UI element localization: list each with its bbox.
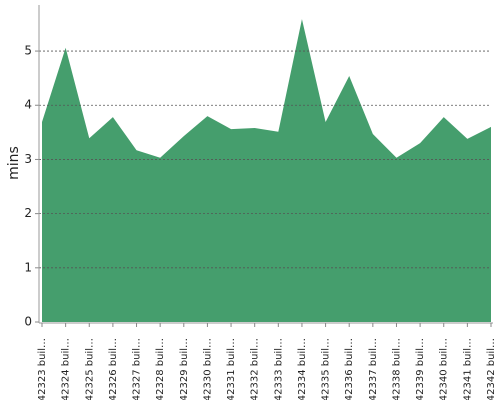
y-tick-label: 3 <box>24 152 32 166</box>
x-tick-label: #42330 buil… <box>202 338 213 400</box>
x-tick-label: #42337 buil… <box>368 338 379 400</box>
y-tick-label: 0 <box>24 315 32 329</box>
y-tick-label: 5 <box>24 44 32 58</box>
x-tick-label: #42339 buil… <box>415 338 426 400</box>
x-tick-label: #42327 buil… <box>132 338 143 400</box>
area <box>42 19 491 322</box>
x-tick-label: #42331 buil… <box>226 338 237 400</box>
x-tick-label: #42336 buil… <box>344 338 355 400</box>
x-tick-label: #42326 buil… <box>108 338 119 400</box>
x-tick-label: #42324 buil… <box>61 338 72 400</box>
x-tick-label: #42328 buil… <box>155 338 166 400</box>
x-tick-label: #42341 buil… <box>462 338 473 400</box>
x-tick-label: #42334 buil… <box>297 338 308 400</box>
x-tick-label: #42323 buil… <box>37 338 48 400</box>
x-tick-label: #42342 buil… <box>486 338 497 400</box>
y-tick-label: 2 <box>24 206 32 220</box>
x-tick-label: #42332 buil… <box>250 338 261 400</box>
x-tick-label: #42338 buil… <box>391 338 402 400</box>
y-tick-label: 4 <box>24 98 32 112</box>
x-tick-label: #42335 buil… <box>321 338 332 400</box>
x-tick-label: #42325 buil… <box>84 338 95 400</box>
y-axis-label: mins <box>6 146 22 180</box>
y-tick-label: 1 <box>24 260 32 274</box>
x-tick-label: #42333 buil… <box>273 338 284 400</box>
x-tick-label: #42340 buil… <box>439 338 450 400</box>
x-tick-label: #42329 buil… <box>179 338 190 400</box>
